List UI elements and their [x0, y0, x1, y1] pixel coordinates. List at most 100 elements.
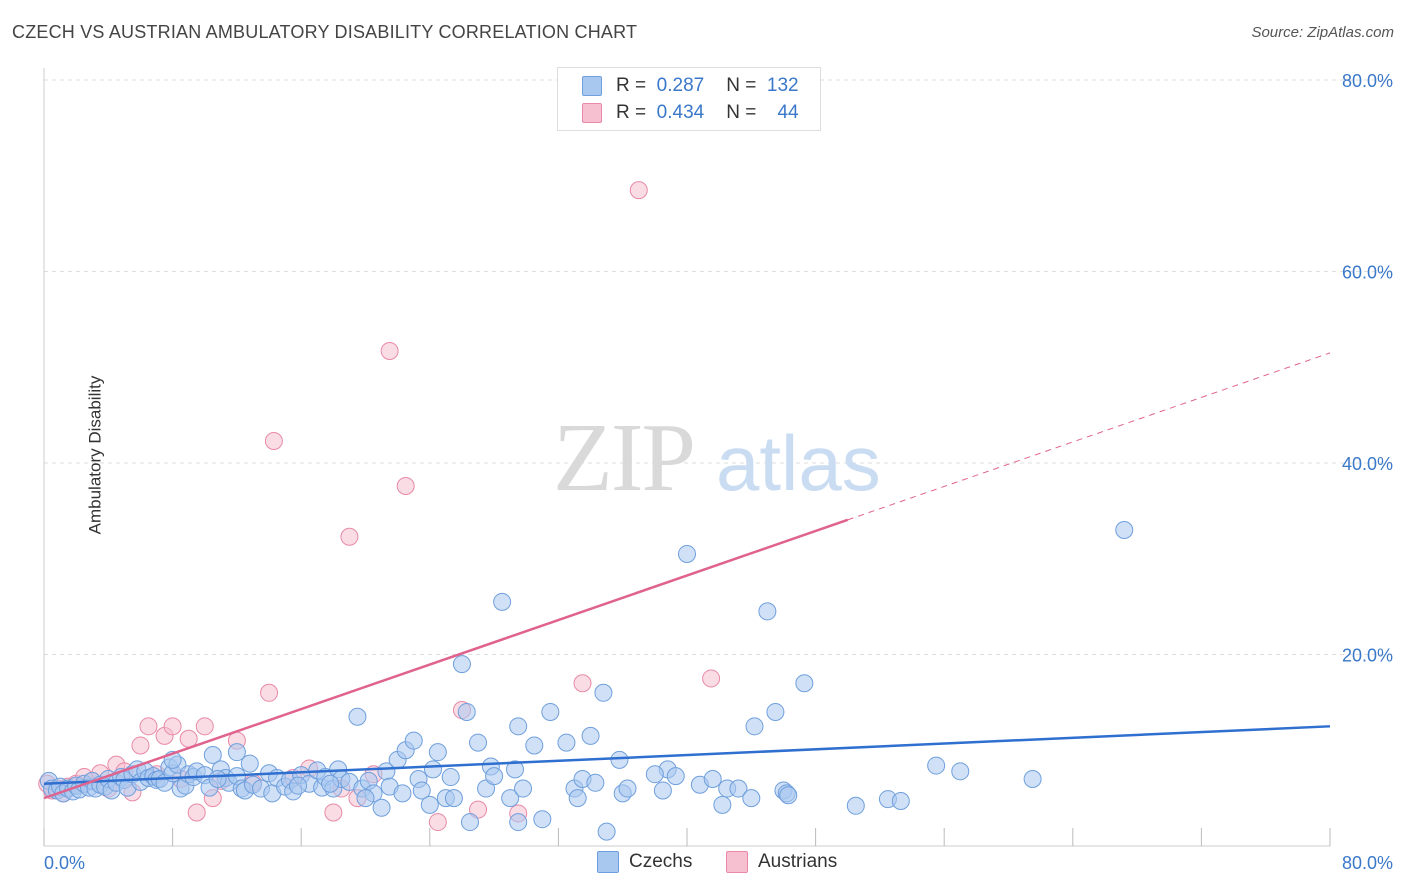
- y-tick-label-1: 40.0%: [1342, 454, 1393, 474]
- czech-point-131: [509, 813, 528, 832]
- czech-point-135: [356, 789, 375, 808]
- czech-point-94: [514, 779, 533, 798]
- austrian-point-13: [131, 736, 150, 755]
- czech-point-40: [203, 746, 222, 765]
- czech-point-105: [597, 822, 616, 841]
- czech-point-69: [372, 798, 391, 817]
- legend-row-czech: R = 0.287 N = 132: [582, 74, 799, 98]
- legend-item-austrians: Austrians: [726, 851, 837, 873]
- czech-point-111: [666, 767, 685, 786]
- czech-point-86: [469, 733, 488, 752]
- stats-legend: R = 0.287 N = 132 R = 0.434 N = 44: [557, 67, 821, 131]
- czech-r-value: 0.287: [656, 75, 705, 96]
- czech-point-129: [1023, 769, 1042, 788]
- austrians-swatch: [726, 851, 748, 873]
- y-tick-label-0: 20.0%: [1342, 646, 1393, 666]
- czech-swatch: [582, 76, 602, 96]
- czech-point-85: [460, 813, 479, 832]
- austrian-swatch: [582, 103, 602, 123]
- czech-point-98: [557, 733, 576, 752]
- austrians-label: Austrians: [758, 851, 838, 872]
- czech-point-95: [525, 736, 544, 755]
- gridlines: [44, 79, 1392, 655]
- legend-item-czechs: Czechs: [597, 851, 692, 873]
- austrian-point-43: [702, 669, 721, 688]
- source-label: Source: ZipAtlas.com: [1251, 24, 1394, 41]
- czech-point-115: [713, 795, 732, 814]
- series-legend: Czechs Austrians: [0, 851, 1406, 879]
- austrian-point-27: [264, 431, 283, 450]
- czechs-swatch: [597, 851, 619, 873]
- czech-point-93: [509, 717, 528, 736]
- czech-point-91: [501, 789, 520, 808]
- czech-point-109: [653, 781, 672, 800]
- czech-trend-line: [43, 725, 1331, 786]
- austrian-point-37: [428, 813, 447, 832]
- legend-row-austrian: R = 0.434 N = 44: [582, 101, 799, 125]
- czech-point-128: [951, 762, 970, 781]
- austrian-point-14: [139, 717, 158, 736]
- czech-point-140: [424, 760, 443, 779]
- austrian-point-26: [260, 683, 279, 702]
- czech-point-118: [745, 717, 764, 736]
- axes: [43, 68, 1331, 847]
- austrian-r-value: 0.434: [656, 102, 705, 123]
- watermark-atlas: atlas: [716, 419, 881, 507]
- czech-point-90: [493, 592, 512, 611]
- czech-point-130: [1115, 521, 1134, 540]
- czech-point-123: [795, 674, 814, 693]
- chart-title: CZECH VS AUSTRIAN AMBULATORY DISABILITY …: [12, 22, 638, 42]
- czech-point-112: [678, 544, 696, 563]
- czech-point-84: [457, 702, 476, 721]
- y-axis-label: Ambulatory Disability: [85, 375, 105, 535]
- czech-point-127: [927, 756, 946, 775]
- austrian-point-35: [380, 341, 399, 360]
- austrian-n-value: 44: [777, 102, 799, 123]
- czech-point-102: [581, 726, 600, 745]
- watermark-zip: ZIP: [553, 404, 694, 512]
- austrian-point-42: [629, 181, 648, 200]
- czech-point-100: [568, 789, 587, 808]
- czech-point-47: [240, 754, 259, 773]
- czech-point-108: [618, 779, 637, 798]
- tick-labels: 20.0% 40.0% 60.0% 80.0% 0.0% 80.0%: [44, 71, 1393, 873]
- watermark: ZIP atlas: [553, 404, 881, 512]
- czech-point-119: [758, 602, 777, 621]
- austrian-n-label: N =: [726, 102, 757, 123]
- czech-point-104: [594, 683, 613, 702]
- czech-point-97: [541, 702, 560, 721]
- czech-point-89: [485, 767, 504, 786]
- y-tick-label-2: 60.0%: [1342, 263, 1393, 283]
- czech-point-75: [404, 731, 423, 750]
- czech-point-137: [742, 789, 761, 808]
- czech-point-117: [729, 779, 748, 798]
- trend-lines: [43, 352, 1331, 800]
- czech-point-138: [779, 786, 798, 805]
- czech-point-139: [288, 776, 307, 795]
- austrian-trend-extension: [847, 352, 1331, 521]
- czechs-label: Czechs: [629, 851, 693, 872]
- austrian-point-36: [396, 476, 415, 495]
- austrian-point-41: [573, 674, 592, 693]
- austrian-r-label: R =: [616, 102, 647, 123]
- czech-point-82: [444, 789, 463, 808]
- czech-point-133: [208, 769, 227, 788]
- czech-point-141: [227, 743, 246, 762]
- czech-point-124: [846, 796, 865, 815]
- x-tick-label-1: 80.0%: [1342, 853, 1393, 873]
- czech-point-92: [505, 760, 524, 779]
- czech-point-114: [703, 769, 722, 788]
- czech-point-65: [348, 707, 367, 726]
- czech-point-81: [441, 768, 460, 787]
- austrian-point-21: [195, 717, 214, 736]
- czech-r-label: R =: [616, 75, 647, 96]
- y-tick-label-3: 80.0%: [1342, 71, 1393, 91]
- austrian-trend-line: [43, 518, 849, 800]
- czech-point-78: [420, 795, 439, 814]
- czech-point-103: [586, 773, 605, 792]
- czech-point-79: [428, 743, 447, 762]
- austrian-point-30: [324, 803, 343, 822]
- czech-point-126: [891, 791, 910, 810]
- czech-point-77: [412, 781, 431, 800]
- czech-point-120: [766, 702, 785, 721]
